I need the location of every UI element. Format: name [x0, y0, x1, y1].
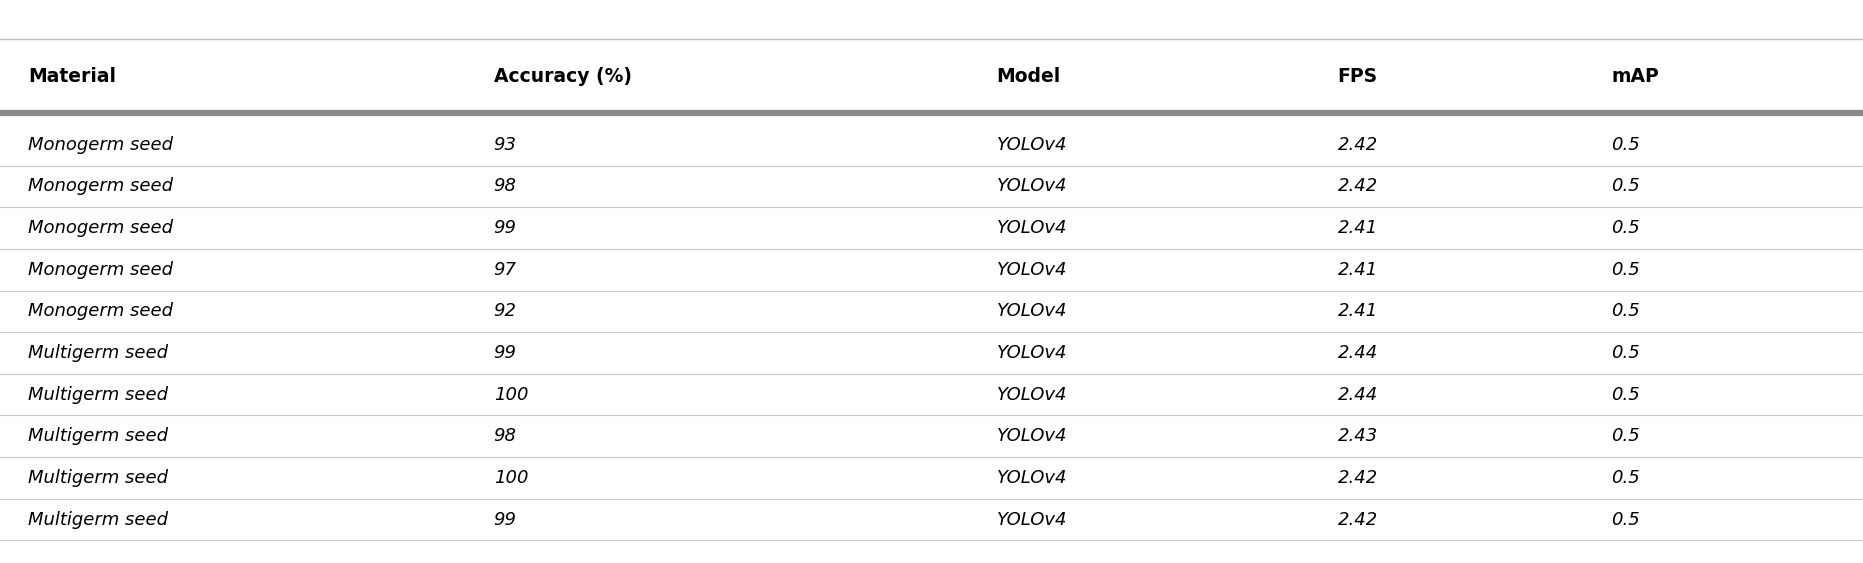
- Text: 2.42: 2.42: [1338, 177, 1379, 195]
- Text: 0.5: 0.5: [1611, 302, 1639, 320]
- Text: 2.41: 2.41: [1338, 219, 1379, 237]
- Text: YOLOv4: YOLOv4: [997, 219, 1067, 237]
- Text: 98: 98: [494, 177, 516, 195]
- Text: Model: Model: [997, 66, 1060, 86]
- Text: 2.41: 2.41: [1338, 261, 1379, 279]
- Text: YOLOv4: YOLOv4: [997, 261, 1067, 279]
- Text: 97: 97: [494, 261, 516, 279]
- Text: Material: Material: [28, 66, 116, 86]
- Text: 2.42: 2.42: [1338, 136, 1379, 154]
- Text: 99: 99: [494, 344, 516, 362]
- Text: 100: 100: [494, 469, 529, 487]
- Text: 0.5: 0.5: [1611, 177, 1639, 195]
- Text: 2.41: 2.41: [1338, 302, 1379, 320]
- Text: Monogerm seed: Monogerm seed: [28, 136, 173, 154]
- Text: 0.5: 0.5: [1611, 261, 1639, 279]
- Text: YOLOv4: YOLOv4: [997, 177, 1067, 195]
- Text: 2.44: 2.44: [1338, 344, 1379, 362]
- Text: 2.44: 2.44: [1338, 386, 1379, 404]
- Text: YOLOv4: YOLOv4: [997, 302, 1067, 320]
- Text: YOLOv4: YOLOv4: [997, 511, 1067, 529]
- Text: Multigerm seed: Multigerm seed: [28, 469, 168, 487]
- Text: Multigerm seed: Multigerm seed: [28, 344, 168, 362]
- Text: Monogerm seed: Monogerm seed: [28, 219, 173, 237]
- Text: Multigerm seed: Multigerm seed: [28, 386, 168, 404]
- Text: 99: 99: [494, 219, 516, 237]
- Text: Multigerm seed: Multigerm seed: [28, 511, 168, 529]
- Text: 0.5: 0.5: [1611, 136, 1639, 154]
- Text: 0.5: 0.5: [1611, 219, 1639, 237]
- Text: Monogerm seed: Monogerm seed: [28, 302, 173, 320]
- Text: YOLOv4: YOLOv4: [997, 386, 1067, 404]
- Text: Monogerm seed: Monogerm seed: [28, 177, 173, 195]
- Text: 92: 92: [494, 302, 516, 320]
- Text: Multigerm seed: Multigerm seed: [28, 427, 168, 445]
- Text: 0.5: 0.5: [1611, 386, 1639, 404]
- Text: YOLOv4: YOLOv4: [997, 344, 1067, 362]
- Text: 2.43: 2.43: [1338, 427, 1379, 445]
- Text: mAP: mAP: [1611, 66, 1660, 86]
- Text: 2.42: 2.42: [1338, 469, 1379, 487]
- Text: Monogerm seed: Monogerm seed: [28, 261, 173, 279]
- Text: 0.5: 0.5: [1611, 469, 1639, 487]
- Text: 99: 99: [494, 511, 516, 529]
- Text: 93: 93: [494, 136, 516, 154]
- Text: Accuracy (%): Accuracy (%): [494, 66, 632, 86]
- Text: 98: 98: [494, 427, 516, 445]
- Text: 0.5: 0.5: [1611, 511, 1639, 529]
- Text: 0.5: 0.5: [1611, 344, 1639, 362]
- Text: YOLOv4: YOLOv4: [997, 136, 1067, 154]
- Text: YOLOv4: YOLOv4: [997, 469, 1067, 487]
- Text: 0.5: 0.5: [1611, 427, 1639, 445]
- Text: 2.42: 2.42: [1338, 511, 1379, 529]
- Text: 100: 100: [494, 386, 529, 404]
- Text: YOLOv4: YOLOv4: [997, 427, 1067, 445]
- Text: FPS: FPS: [1338, 66, 1379, 86]
